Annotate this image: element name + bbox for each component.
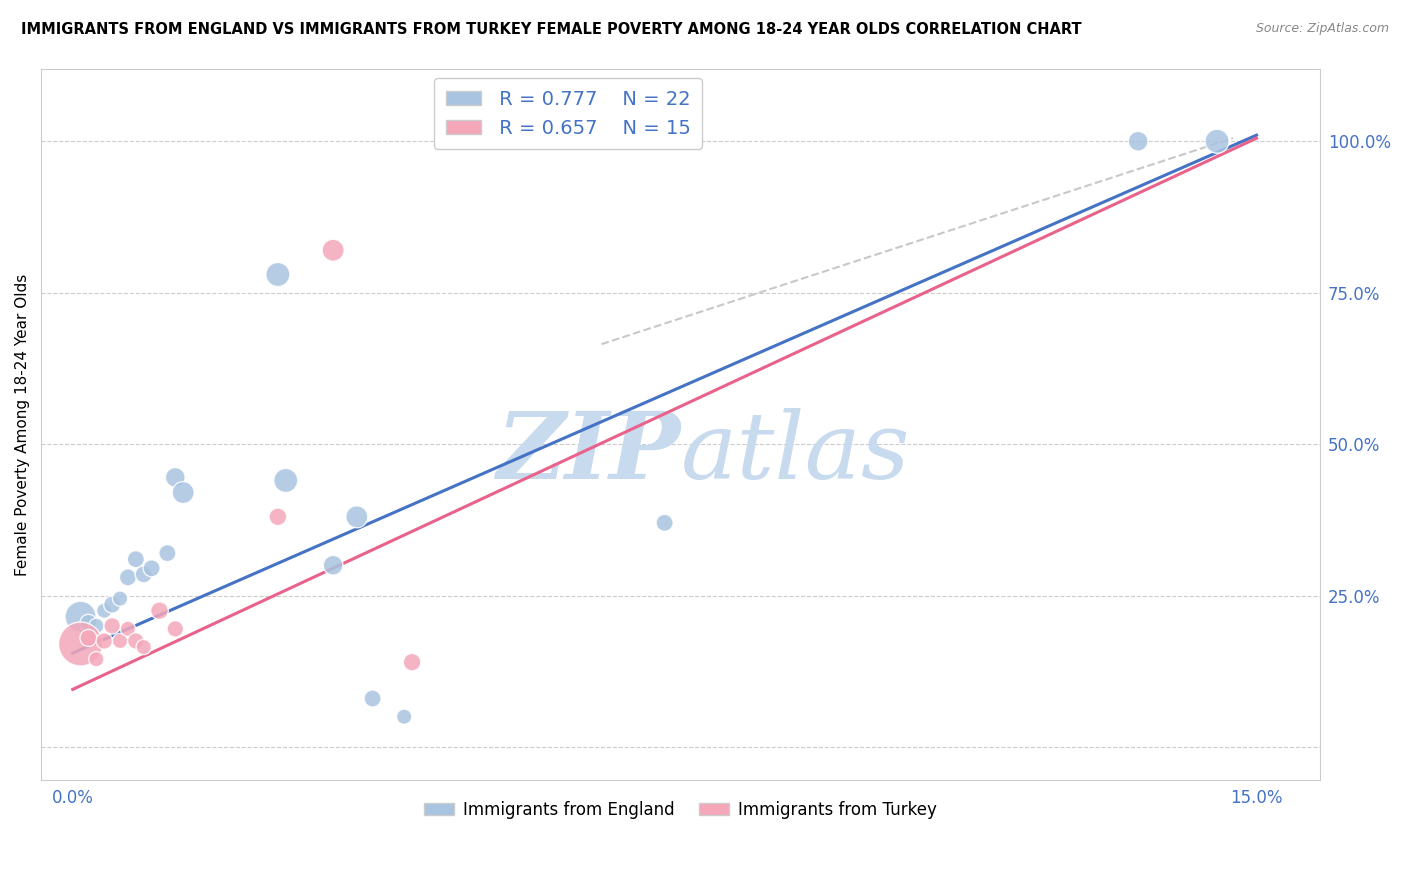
Point [172,485,194,500]
Point [125,552,148,566]
Point [322,244,344,258]
Point [267,268,290,282]
Point [1206,134,1229,148]
Point [392,709,415,723]
Point [69,609,91,624]
Legend: Immigrants from England, Immigrants from Turkey: Immigrants from England, Immigrants from… [418,794,943,825]
Point [101,598,124,612]
Text: Source: ZipAtlas.com: Source: ZipAtlas.com [1256,22,1389,36]
Point [86,619,108,633]
Point [322,558,344,573]
Point [77,615,100,630]
Point [165,470,187,484]
Y-axis label: Female Poverty Among 18-24 Year Olds: Female Poverty Among 18-24 Year Olds [15,273,30,575]
Point [361,691,384,706]
Point [654,516,676,530]
Point [267,509,290,524]
Point [101,619,124,633]
Point [654,131,676,145]
Point [148,604,170,618]
Point [86,652,108,666]
Point [93,604,115,618]
Point [274,474,297,488]
Point [108,591,131,606]
Point [141,561,163,575]
Text: atlas: atlas [681,408,910,498]
Point [132,640,155,654]
Point [77,631,100,645]
Text: IMMIGRANTS FROM ENGLAND VS IMMIGRANTS FROM TURKEY FEMALE POVERTY AMONG 18-24 YEA: IMMIGRANTS FROM ENGLAND VS IMMIGRANTS FR… [21,22,1081,37]
Point [69,637,91,651]
Point [93,634,115,648]
Point [165,622,187,636]
Point [117,570,139,584]
Point [117,622,139,636]
Point [156,546,179,560]
Text: ZIP: ZIP [496,408,681,498]
Point [132,567,155,582]
Point [401,655,423,669]
Point [346,509,368,524]
Point [108,634,131,648]
Point [1126,134,1149,148]
Point [125,634,148,648]
